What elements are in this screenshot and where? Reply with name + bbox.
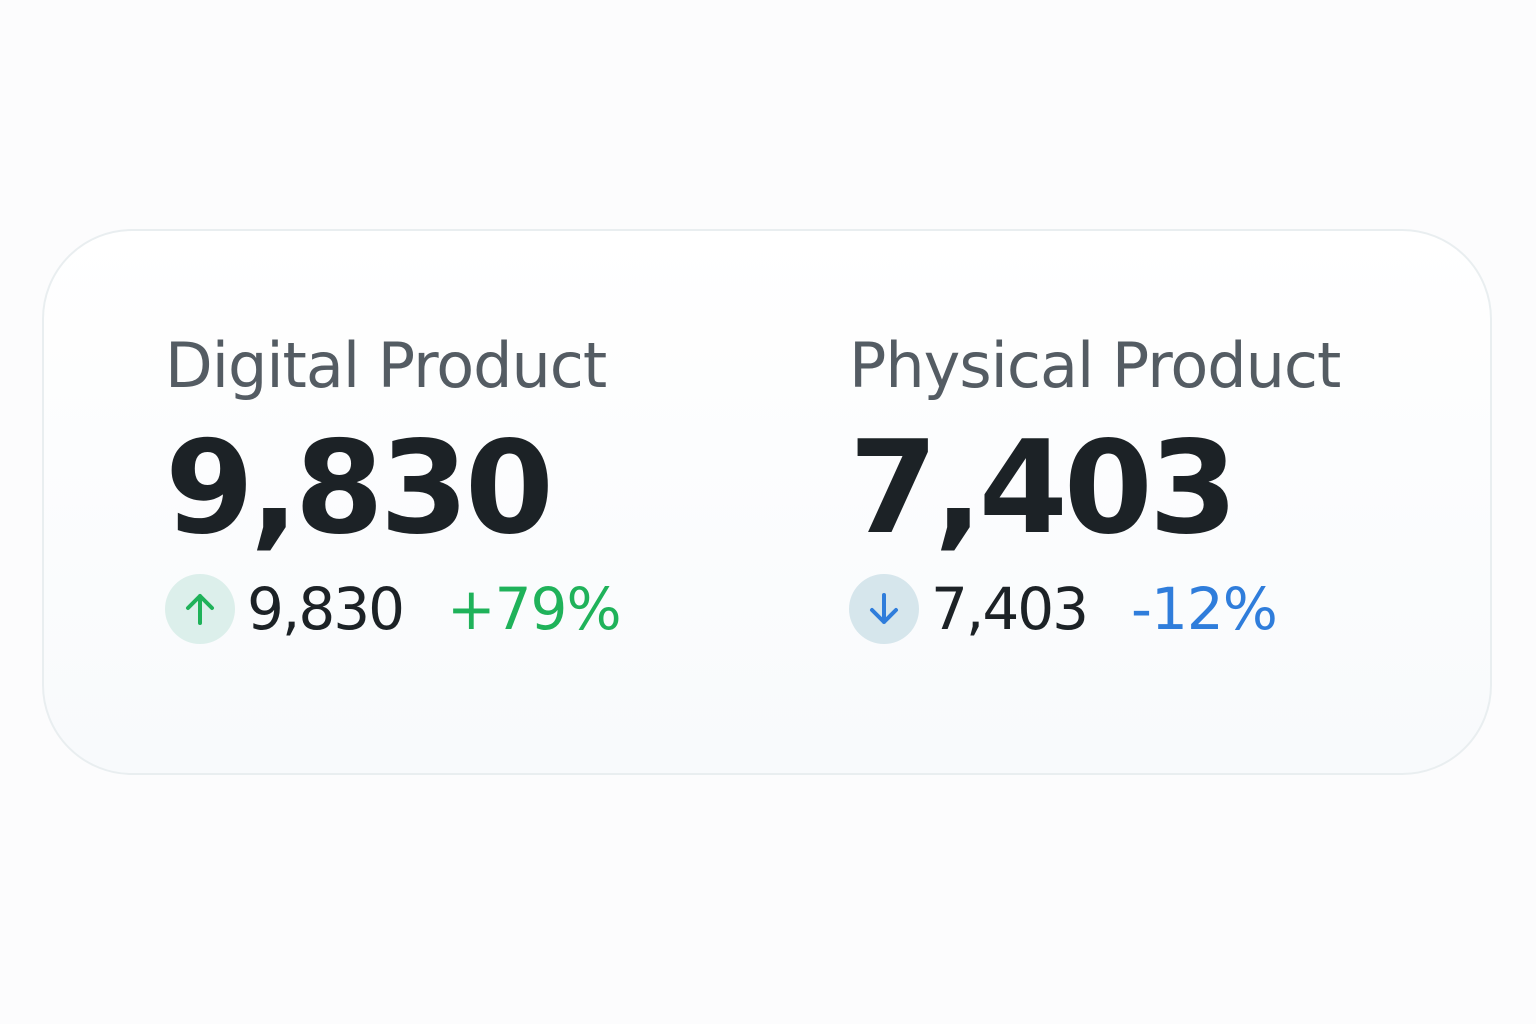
stat-sub-value: 9,830 — [247, 575, 405, 643]
trend-row: 7,403 -12% — [849, 573, 1340, 645]
stat-card: Physical Product 7,403 7,403 -12% — [849, 329, 1341, 645]
stat-change: +79% — [447, 575, 622, 643]
trend-down-icon — [849, 574, 919, 644]
arrow-up — [186, 594, 214, 625]
stat-label: Digital Product — [165, 329, 607, 402]
arrow-down — [870, 593, 898, 624]
stat-value: 9,830 — [165, 414, 554, 563]
stat-sub-value: 7,403 — [931, 575, 1089, 643]
stat-value: 7,403 — [849, 414, 1238, 563]
trend-up-icon — [165, 574, 235, 644]
trend-row: 9,830 +79% — [165, 573, 622, 645]
stat-change: -12% — [1131, 575, 1278, 643]
stats-panel: Digital Product 9,830 9,830 +79% Physical Pr… — [42, 229, 1492, 775]
stat-card: Digital Product 9,830 9,830 +79% — [165, 329, 622, 645]
stat-label: Physical Product — [849, 329, 1341, 402]
